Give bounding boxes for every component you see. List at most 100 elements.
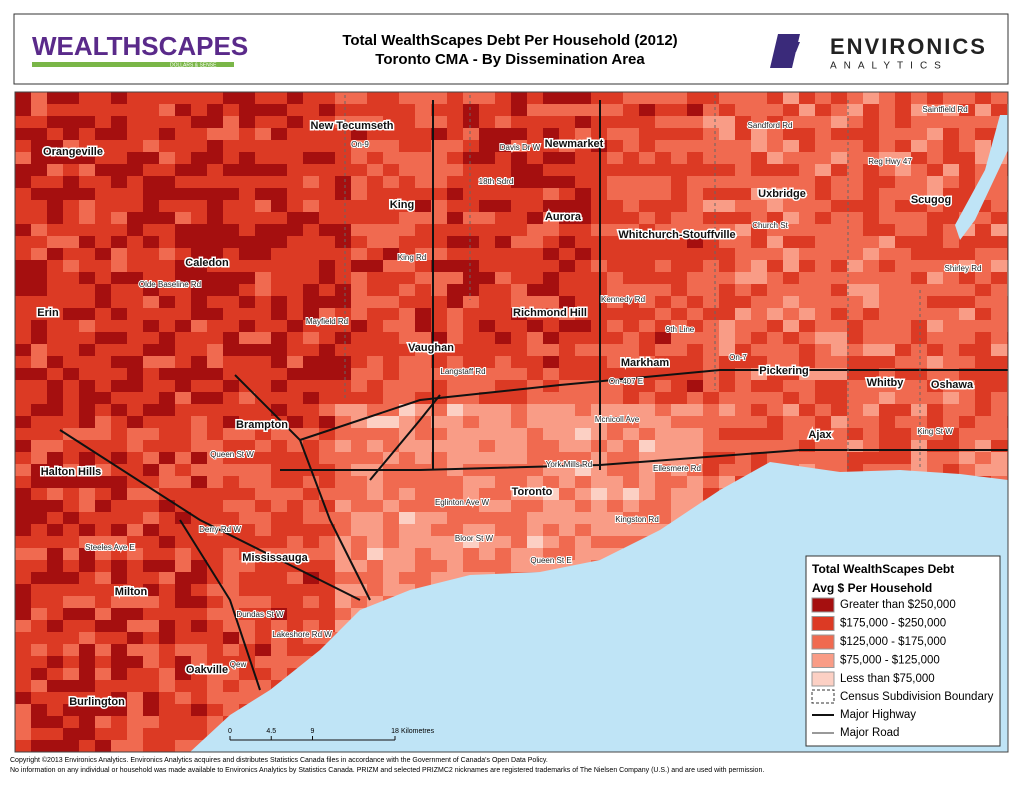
area-cell (447, 140, 463, 152)
area-cell (15, 416, 31, 428)
area-cell (447, 404, 463, 416)
area-cell (239, 212, 255, 224)
area-cell (415, 572, 431, 584)
area-cell (671, 380, 687, 392)
area-cell (15, 200, 31, 212)
area-cell (431, 332, 447, 344)
area-cell (47, 320, 63, 332)
area-cell (351, 104, 367, 116)
area-cell (47, 464, 63, 476)
area-cell (79, 416, 95, 428)
area-cell (175, 236, 191, 248)
area-cell (223, 488, 239, 500)
area-cell (175, 740, 191, 752)
area-cell (335, 356, 351, 368)
area-cell (47, 524, 63, 536)
area-cell (191, 728, 207, 740)
area-cell (735, 296, 751, 308)
area-cell (111, 572, 127, 584)
area-cell (495, 428, 511, 440)
area-cell (991, 284, 1007, 296)
area-cell (207, 188, 223, 200)
area-cell (367, 272, 383, 284)
area-cell (63, 332, 79, 344)
area-cell (367, 128, 383, 140)
area-cell (415, 236, 431, 248)
area-cell (159, 740, 175, 752)
area-cell (943, 116, 959, 128)
place-label: Aurora (545, 211, 582, 223)
area-cell (63, 464, 79, 476)
area-cell (335, 524, 351, 536)
area-cell (415, 524, 431, 536)
area-cell (687, 308, 703, 320)
area-cell (255, 428, 271, 440)
area-cell (543, 140, 559, 152)
area-cell (79, 164, 95, 176)
area-cell (959, 416, 975, 428)
area-cell (703, 92, 719, 104)
area-cell (687, 284, 703, 296)
area-cell (399, 524, 415, 536)
area-cell (719, 428, 735, 440)
area-cell (15, 152, 31, 164)
area-cell (79, 392, 95, 404)
area-cell (79, 596, 95, 608)
area-cell (623, 320, 639, 332)
area-cell (639, 464, 655, 476)
area-cell (271, 488, 287, 500)
area-cell (95, 728, 111, 740)
area-cell (639, 500, 655, 512)
area-cell (687, 332, 703, 344)
area-cell (511, 536, 527, 548)
area-cell (63, 692, 79, 704)
area-cell (655, 428, 671, 440)
area-cell (255, 332, 271, 344)
area-cell (191, 308, 207, 320)
area-cell (639, 440, 655, 452)
area-cell (79, 620, 95, 632)
area-cell (735, 152, 751, 164)
area-cell (351, 296, 367, 308)
area-cell (751, 332, 767, 344)
area-cell (431, 296, 447, 308)
area-cell (239, 164, 255, 176)
area-cell (543, 428, 559, 440)
area-cell (127, 512, 143, 524)
area-cell (991, 200, 1007, 212)
area-cell (95, 356, 111, 368)
area-cell (79, 272, 95, 284)
area-cell (943, 404, 959, 416)
area-cell (31, 212, 47, 224)
area-cell (255, 620, 271, 632)
area-cell (367, 524, 383, 536)
area-cell (735, 176, 751, 188)
area-cell (79, 464, 95, 476)
area-cell (495, 284, 511, 296)
area-cell (687, 128, 703, 140)
area-cell (463, 332, 479, 344)
area-cell (255, 632, 271, 644)
area-cell (735, 248, 751, 260)
area-cell (223, 104, 239, 116)
area-cell (255, 524, 271, 536)
area-cell (959, 176, 975, 188)
area-cell (127, 284, 143, 296)
area-cell (31, 116, 47, 128)
area-cell (975, 104, 991, 116)
area-cell (927, 140, 943, 152)
area-cell (959, 248, 975, 260)
area-cell (79, 248, 95, 260)
area-cell (111, 476, 127, 488)
area-cell (639, 512, 655, 524)
area-cell (431, 224, 447, 236)
area-cell (175, 692, 191, 704)
area-cell (271, 284, 287, 296)
area-cell (847, 236, 863, 248)
area-cell (655, 464, 671, 476)
area-cell (335, 596, 351, 608)
area-cell (863, 176, 879, 188)
area-cell (15, 680, 31, 692)
area-cell (303, 212, 319, 224)
area-cell (543, 524, 559, 536)
